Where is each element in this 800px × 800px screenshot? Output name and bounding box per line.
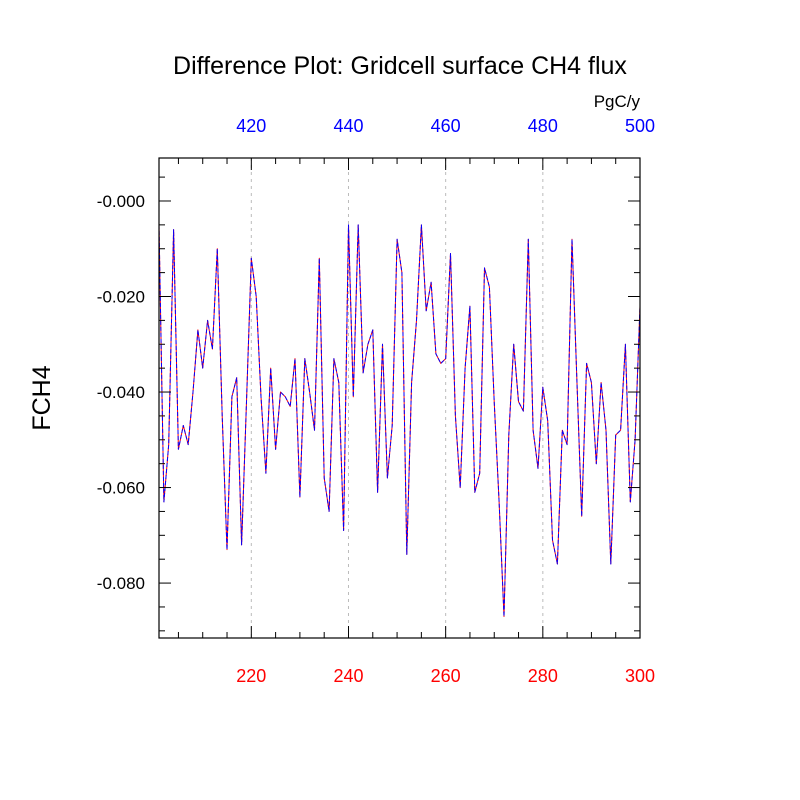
x-tick-label: 260 bbox=[431, 666, 461, 686]
plot-frame bbox=[158, 157, 641, 639]
y-tick-label: -0.080 bbox=[97, 574, 145, 593]
axis-ticks bbox=[159, 158, 641, 638]
x-tick-label: 240 bbox=[333, 666, 363, 686]
y-tick-label: -0.020 bbox=[97, 288, 145, 307]
grid-lines bbox=[250, 158, 544, 638]
y-axis-label: FCH4 bbox=[28, 365, 56, 430]
units-label: PgC/y bbox=[594, 92, 641, 111]
top-x-tick-label: 500 bbox=[625, 116, 655, 136]
y-tick-label: -0.040 bbox=[97, 383, 145, 402]
y-tick-label: -0.000 bbox=[97, 192, 145, 211]
top-x-tick-label: 420 bbox=[236, 116, 266, 136]
x-tick-label: 280 bbox=[528, 666, 558, 686]
top-x-tick-label: 460 bbox=[431, 116, 461, 136]
series-layer bbox=[158, 224, 641, 617]
tick-labels: 220 240 260 280 300 420 440 460 480 500 -0.000 -0.0… bbox=[97, 116, 655, 686]
top-x-tick-label: 440 bbox=[333, 116, 363, 136]
chart-title: Difference Plot: Gridcell surface CH4 fl… bbox=[173, 52, 627, 80]
top-x-tick-label: 480 bbox=[528, 116, 558, 136]
series-line-blue bbox=[158, 224, 641, 617]
x-tick-label: 300 bbox=[625, 666, 655, 686]
x-tick-label: 220 bbox=[236, 666, 266, 686]
y-tick-label: -0.060 bbox=[97, 479, 145, 498]
